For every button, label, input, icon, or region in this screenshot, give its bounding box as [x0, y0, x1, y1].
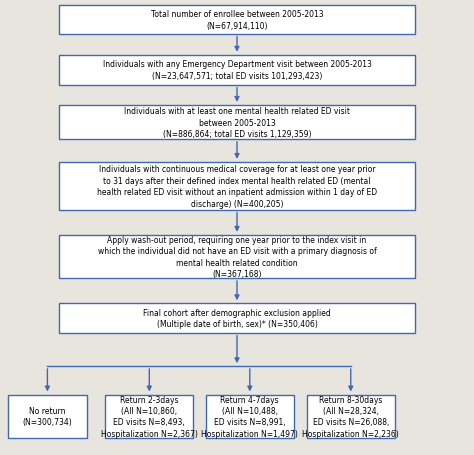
Text: Total number of enrollee between 2005-2013
(N=67,914,110): Total number of enrollee between 2005-20…	[151, 10, 323, 30]
Text: Return 2-3days
(All N=10,860,
ED visits N=8,493,
Hospitalization N=2,367): Return 2-3days (All N=10,860, ED visits …	[101, 394, 198, 438]
Text: Individuals with continuous medical coverage for at least one year prior
to 31 d: Individuals with continuous medical cove…	[97, 165, 377, 208]
FancyBboxPatch shape	[59, 236, 415, 278]
FancyBboxPatch shape	[59, 6, 415, 35]
Text: Return 4-7days
(All N=10,488,
ED visits N=8,991,
Hospitalization N=1,497): Return 4-7days (All N=10,488, ED visits …	[201, 394, 298, 438]
Text: Final cohort after demographic exclusion applied
(Multiple date of birth, sex)* : Final cohort after demographic exclusion…	[143, 308, 331, 329]
FancyBboxPatch shape	[59, 163, 415, 210]
Text: Individuals with at least one mental health related ED visit
between 2005-2013
(: Individuals with at least one mental hea…	[124, 107, 350, 139]
FancyBboxPatch shape	[206, 394, 293, 438]
Text: Individuals with any Emergency Department visit between 2005-2013
(N=23,647,571;: Individuals with any Emergency Departmen…	[102, 61, 372, 81]
FancyBboxPatch shape	[59, 56, 415, 86]
FancyBboxPatch shape	[105, 394, 193, 438]
FancyBboxPatch shape	[307, 394, 394, 438]
FancyBboxPatch shape	[59, 106, 415, 140]
FancyBboxPatch shape	[59, 304, 415, 333]
Text: Apply wash-out period, requiring one year prior to the index visit in
which the : Apply wash-out period, requiring one yea…	[98, 235, 376, 279]
Text: No return
(N=300,734): No return (N=300,734)	[23, 406, 72, 426]
Text: Return 8-30days
(All N=28,324,
ED visits N=26,088,
Hospitalization N=2,236): Return 8-30days (All N=28,324, ED visits…	[302, 394, 399, 438]
FancyBboxPatch shape	[8, 394, 86, 438]
